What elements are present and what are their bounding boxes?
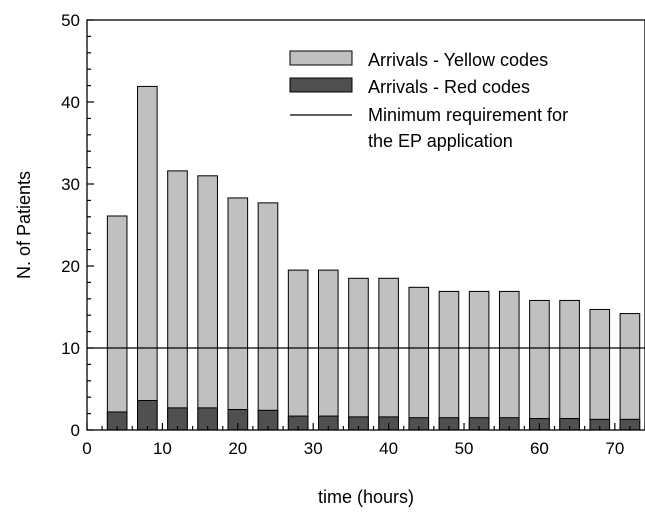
x-axis: 0 10 20 30 40 50 60 70 — [82, 423, 645, 458]
y-tick-label: 40 — [61, 93, 80, 112]
bar-yellow-codes — [287, 269, 309, 431]
x-tick-label: 50 — [455, 439, 474, 458]
bar-yellow-codes — [559, 299, 580, 431]
bar-yellow-codes — [378, 277, 399, 431]
bar-yellow-codes — [197, 175, 218, 431]
x-tick-label: 10 — [153, 439, 172, 458]
legend-label-yellow-codes: Arrivals - Yellow codes — [368, 50, 548, 70]
x-tick-label: 0 — [82, 439, 91, 458]
bar-yellow-codes — [257, 202, 279, 431]
bar-red-codes — [137, 399, 158, 431]
bar-yellow-codes — [106, 215, 128, 431]
legend-swatch-yellow-codes — [289, 50, 353, 66]
bar-yellow-codes — [227, 197, 249, 431]
y-tick-label: 50 — [61, 11, 80, 30]
y-axis: 0 10 20 30 40 50 — [61, 11, 94, 440]
y-axis-title: N. of Patients — [14, 171, 34, 279]
plot-area-frame — [86, 19, 645, 431]
x-tick-label: 20 — [228, 439, 247, 458]
bar-yellow-codes — [498, 290, 520, 431]
bar-yellow-codes — [619, 313, 641, 431]
x-tick-label: 30 — [304, 439, 323, 458]
legend-label-minimum-requirement-line1: Minimum requirement for — [368, 105, 568, 125]
legend: Arrivals - Yellow codes Arrivals - Red c… — [289, 50, 568, 151]
y-tick-label: 20 — [61, 257, 80, 276]
bar-yellow-codes — [348, 277, 369, 431]
bar-yellow-codes — [408, 286, 430, 431]
bar-yellow-codes — [167, 170, 188, 431]
bar-yellow-codes — [438, 290, 460, 431]
bar-yellow-codes — [529, 299, 550, 431]
x-axis-title: time (hours) — [318, 487, 414, 507]
x-tick-label: 70 — [605, 439, 624, 458]
bar-yellow-codes — [468, 290, 490, 431]
legend-label-minimum-requirement-line2: the EP application — [368, 131, 513, 151]
bar-yellow-codes — [589, 308, 611, 431]
legend-label-red-codes: Arrivals - Red codes — [368, 77, 530, 97]
bar-yellow-codes — [317, 269, 339, 431]
bar-yellow-codes — [137, 85, 158, 431]
legend-swatch-red-codes — [289, 77, 353, 93]
y-tick-label: 30 — [61, 175, 80, 194]
x-tick-label: 40 — [379, 439, 398, 458]
y-tick-label: 10 — [61, 339, 80, 358]
y-tick-label: 0 — [71, 421, 80, 440]
yellow-code-bars — [106, 85, 641, 431]
x-tick-label: 60 — [530, 439, 549, 458]
